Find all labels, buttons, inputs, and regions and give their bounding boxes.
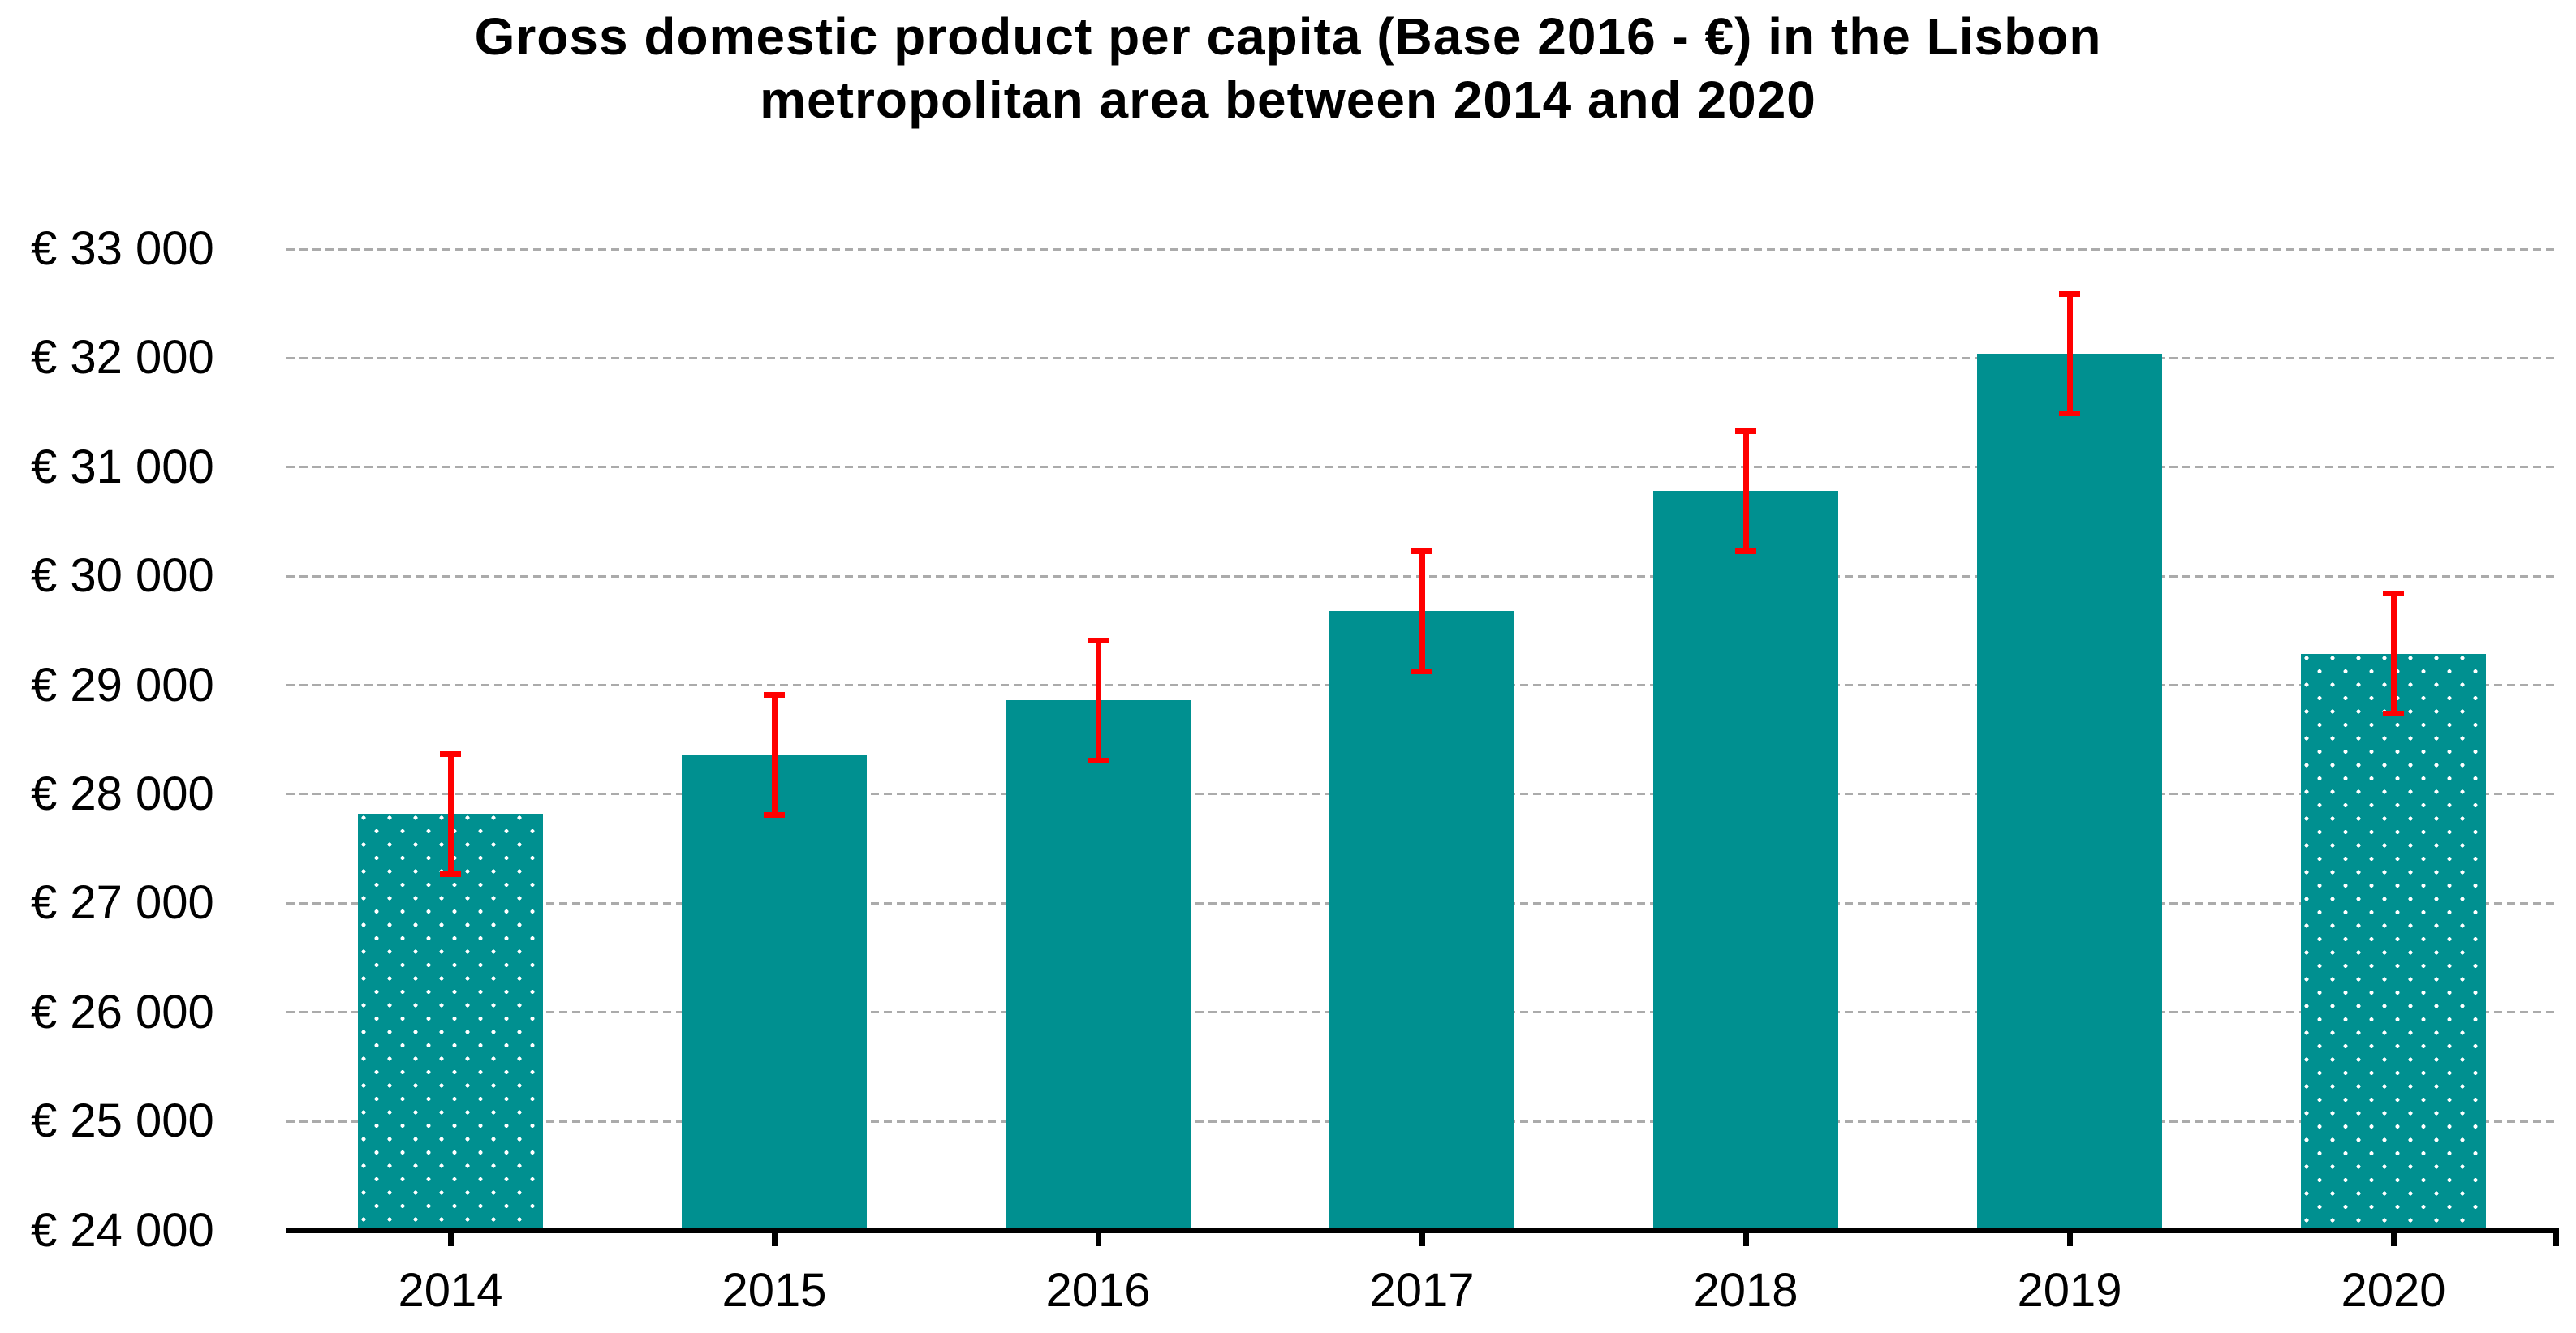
error-bar-2019 [2066, 294, 2073, 414]
error-bar-bottom-cap-2020 [2383, 710, 2404, 716]
x-axis-tick-2019 [2066, 1233, 2073, 1246]
y-axis-label-33000: € 33 000 [31, 222, 214, 275]
x-axis-end-tick [2552, 1233, 2559, 1246]
x-axis-tick-2014 [447, 1233, 454, 1246]
error-bar-2014 [447, 754, 454, 875]
error-bar-top-cap-2015 [764, 692, 785, 699]
x-axis-label-2020: 2020 [2341, 1264, 2446, 1317]
error-bar-2018 [1742, 431, 1749, 552]
chart-title: Gross domestic product per capita (Base … [0, 5, 2576, 131]
y-axis-label-26000: € 26 000 [31, 985, 214, 1038]
y-axis-label-24000: € 24 000 [31, 1203, 214, 1257]
gridline-32000 [286, 356, 2559, 359]
y-axis-label-32000: € 32 000 [31, 331, 214, 385]
chart-title-line2: metropolitan area between 2014 and 2020 [760, 71, 1816, 129]
bar-2014 [358, 814, 543, 1233]
gridline-33000 [286, 247, 2559, 251]
gridline-31000 [286, 466, 2559, 469]
error-bar-top-cap-2014 [440, 750, 461, 757]
error-bar-2015 [771, 694, 778, 815]
bar-2017 [1329, 611, 1514, 1233]
error-bar-bottom-cap-2016 [1088, 757, 1109, 763]
error-bar-bottom-cap-2018 [1735, 548, 1756, 554]
error-bar-top-cap-2018 [1735, 428, 1756, 434]
x-axis-tick-2018 [1742, 1233, 1749, 1246]
y-axis-label-29000: € 29 000 [31, 658, 214, 712]
x-axis-tick-2017 [1419, 1233, 1425, 1246]
y-axis-label-31000: € 31 000 [31, 440, 214, 493]
bar-2020 [2301, 653, 2486, 1233]
y-axis-label-27000: € 27 000 [31, 876, 214, 930]
error-bar-top-cap-2016 [1088, 637, 1109, 643]
x-axis-label-2019: 2019 [2017, 1264, 2122, 1317]
x-axis-tick-2015 [771, 1233, 778, 1246]
x-axis-tick-2020 [2390, 1233, 2397, 1246]
y-axis-label-25000: € 25 000 [31, 1094, 214, 1148]
chart-title-line1: Gross domestic product per capita (Base … [474, 7, 2102, 66]
bar-2019 [1977, 354, 2162, 1233]
error-bar-bottom-cap-2015 [764, 811, 785, 818]
bar-2018 [1653, 491, 1838, 1233]
error-bar-bottom-cap-2019 [2059, 411, 2080, 417]
bar-2016 [1006, 700, 1191, 1233]
error-bar-top-cap-2019 [2059, 290, 2080, 297]
x-axis-label-2018: 2018 [1693, 1264, 1798, 1317]
y-axis-label-30000: € 30 000 [31, 549, 214, 603]
error-bar-bottom-cap-2014 [440, 871, 461, 877]
error-bar-2017 [1419, 551, 1425, 672]
x-axis-label-2015: 2015 [722, 1264, 827, 1317]
error-bar-top-cap-2020 [2383, 591, 2404, 597]
x-axis-line [286, 1228, 2559, 1233]
x-axis-label-2014: 2014 [398, 1264, 503, 1317]
error-bar-2020 [2390, 593, 2397, 714]
y-axis-label-28000: € 28 000 [31, 767, 214, 820]
error-bar-2016 [1095, 640, 1101, 761]
x-axis-label-2017: 2017 [1369, 1264, 1475, 1317]
x-axis-label-2016: 2016 [1045, 1264, 1151, 1317]
error-bar-top-cap-2017 [1411, 548, 1432, 554]
error-bar-bottom-cap-2017 [1411, 668, 1432, 674]
x-axis-tick-2016 [1095, 1233, 1101, 1246]
bar-2015 [682, 755, 867, 1233]
